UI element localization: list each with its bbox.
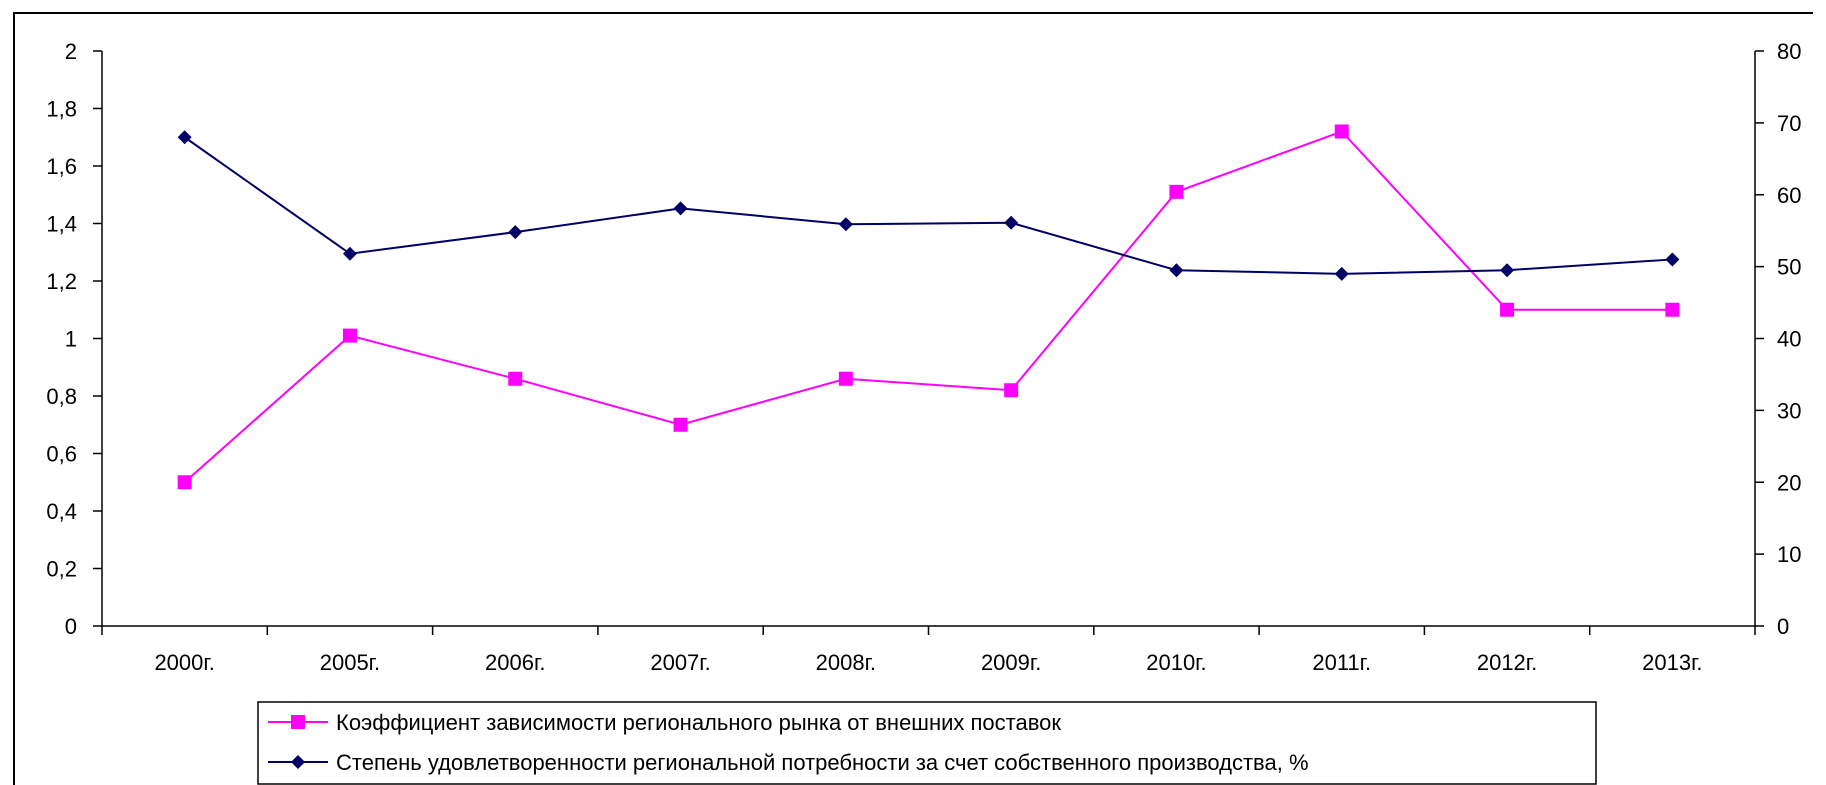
- data-point-square: [1665, 302, 1680, 317]
- x-tick-label: 2005г.: [320, 650, 380, 675]
- x-tick-label: 2010г.: [1146, 650, 1206, 675]
- right-y-tick-label: 60: [1777, 183, 1801, 208]
- data-point-diamond: [1500, 263, 1515, 278]
- data-point-square: [342, 328, 357, 343]
- data-point-diamond: [177, 130, 192, 145]
- left-y-tick-label: 0: [65, 614, 77, 639]
- right-y-tick-label: 80: [1777, 39, 1801, 64]
- x-tick-label: 2000г.: [154, 650, 214, 675]
- legend-box: [257, 701, 1597, 785]
- left-y-tick-label: 2: [65, 39, 77, 64]
- chart-frame: [13, 12, 1813, 785]
- right-y-tick-label: 40: [1777, 327, 1801, 352]
- data-point-square: [1334, 124, 1349, 139]
- data-point-square: [673, 417, 688, 432]
- data-point-square: [508, 371, 523, 386]
- axes: 00,20,40,60,811,21,41,61,820102030405060…: [46, 39, 1801, 675]
- left-y-tick-label: 1,6: [46, 154, 77, 179]
- x-tick-label: 2013г.: [1642, 650, 1702, 675]
- x-tick-label: 2011г.: [1312, 650, 1371, 675]
- series-line-1: [184, 136, 1673, 275]
- data-point-square: [1500, 302, 1515, 317]
- data-point-square: [177, 475, 192, 490]
- x-tick-label: 2012г.: [1477, 650, 1537, 675]
- data-point-diamond: [508, 225, 523, 240]
- left-y-tick-label: 0,6: [46, 442, 77, 467]
- data-point-diamond: [342, 246, 357, 261]
- left-y-tick-label: 1,8: [46, 97, 77, 122]
- data-point-diamond: [1004, 215, 1019, 230]
- data-point-square: [1004, 383, 1019, 398]
- legend-label-satisfaction: Степень удовлетворенности региональной п…: [336, 750, 1309, 775]
- legend-marker-diamond: [291, 755, 305, 769]
- series-layer: [177, 124, 1680, 490]
- right-y-tick-label: 70: [1777, 111, 1801, 136]
- right-y-tick-label: 10: [1777, 542, 1801, 567]
- right-y-tick-label: 0: [1777, 614, 1789, 639]
- right-y-tick-label: 20: [1777, 470, 1801, 495]
- right-y-tick-label: 30: [1777, 398, 1801, 423]
- left-y-tick-label: 1,2: [46, 269, 77, 294]
- x-tick-label: 2007г.: [650, 650, 710, 675]
- data-point-square: [1169, 184, 1184, 199]
- x-tick-label: 2006г.: [485, 650, 545, 675]
- data-point-diamond: [838, 217, 853, 232]
- data-point-diamond: [1169, 263, 1184, 278]
- x-tick-label: 2008г.: [816, 650, 876, 675]
- data-point-square: [838, 371, 853, 386]
- left-y-tick-label: 1: [65, 327, 77, 352]
- left-y-tick-label: 0,4: [46, 499, 77, 524]
- x-tick-label: 2009г.: [981, 650, 1041, 675]
- left-y-tick-label: 0,8: [46, 384, 77, 409]
- data-point-diamond: [673, 201, 688, 216]
- left-y-tick-label: 0,2: [46, 557, 77, 582]
- legend-label-dependency: Коэффициент зависимости регионального ры…: [336, 710, 1061, 735]
- right-y-tick-label: 50: [1777, 255, 1801, 280]
- data-point-diamond: [1334, 266, 1349, 281]
- legend: Коэффициент зависимости регионального ры…: [257, 701, 1597, 785]
- series-line-0: [183, 130, 1673, 483]
- legend-marker-square: [291, 715, 305, 729]
- left-y-tick-label: 1,4: [46, 212, 77, 237]
- data-point-diamond: [1665, 252, 1680, 267]
